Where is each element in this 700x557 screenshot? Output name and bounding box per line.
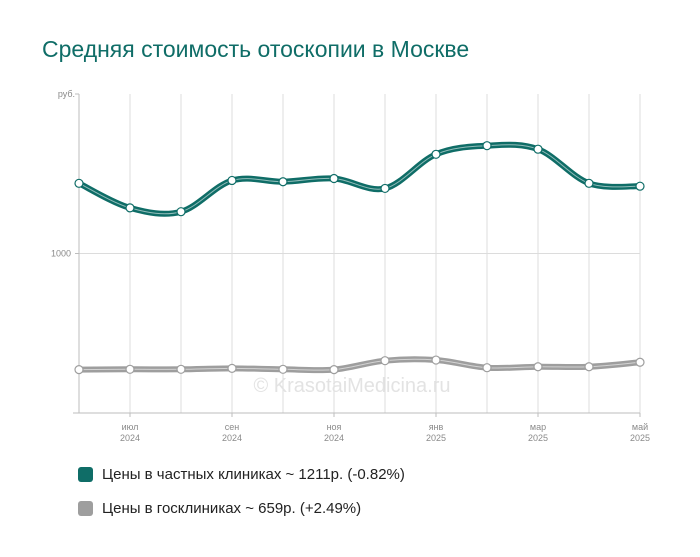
line-chart: руб.1000июл2024сен2024ноя2024янв2025мар2…: [51, 89, 650, 443]
data-point: [482, 363, 492, 373]
x-tick-label-month: июл: [122, 422, 139, 432]
x-tick-label-year: 2024: [222, 433, 242, 443]
x-tick-label-year: 2024: [324, 433, 344, 443]
data-point: [329, 365, 339, 375]
data-point: [125, 203, 135, 213]
y-tick-label: 1000: [51, 249, 71, 259]
data-point: [278, 364, 288, 374]
legend-label-public: Цены в госклиниках ~ 659р. (+2.49%): [102, 499, 362, 517]
data-point: [176, 207, 186, 217]
data-point: [227, 363, 237, 373]
x-tick-label-month: ноя: [327, 422, 342, 432]
series-line-0: [76, 141, 643, 217]
x-tick-label-month: мар: [530, 422, 546, 432]
data-point: [431, 149, 441, 159]
data-point: [584, 362, 594, 372]
chart-title: Средняя стоимость отоскопии в Москве: [42, 36, 470, 62]
data-point: [533, 144, 543, 154]
data-point: [176, 364, 186, 374]
legend-label-private: Цены в частных клиниках ~ 1211р. (-0.82%…: [102, 465, 405, 483]
x-tick-label-year: 2025: [528, 433, 548, 443]
y-axis-unit-label: руб.: [58, 89, 75, 99]
data-point: [380, 183, 390, 194]
data-point: [227, 175, 237, 186]
data-point: [635, 181, 645, 191]
data-point: [278, 177, 288, 187]
data-point: [74, 178, 84, 188]
x-tick-label-year: 2025: [426, 433, 446, 443]
x-tick-label-month: сен: [225, 422, 240, 432]
x-tick-label-month: янв: [429, 422, 444, 432]
data-point: [380, 356, 390, 366]
legend-item-private[interactable]: Цены в частных клиниках ~ 1211р. (-0.82%…: [78, 462, 405, 486]
x-tick-label-month: май: [632, 422, 648, 432]
x-tick-label-year: 2025: [630, 433, 650, 443]
data-point: [533, 362, 543, 372]
data-point: [125, 364, 135, 374]
data-point: [329, 173, 339, 184]
data-point: [482, 141, 492, 151]
data-point: [74, 365, 84, 375]
data-point: [431, 355, 441, 365]
legend-swatch-private: [78, 466, 93, 482]
data-point: [635, 357, 645, 367]
series-line-highlight-0: [78, 144, 641, 215]
legend-swatch-public: [78, 500, 93, 516]
watermark: © KrasotaiMedicina.ru: [253, 375, 450, 397]
data-point: [584, 178, 594, 188]
legend-item-public[interactable]: Цены в госклиниках ~ 659р. (+2.49%): [78, 496, 405, 520]
x-tick-label-year: 2024: [120, 433, 140, 443]
legend: Цены в частных клиниках ~ 1211р. (-0.82%…: [78, 462, 405, 530]
